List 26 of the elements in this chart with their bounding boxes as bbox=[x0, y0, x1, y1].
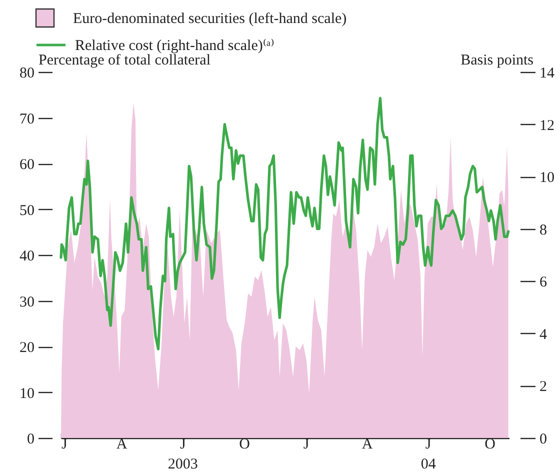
x-tick-label: A bbox=[116, 436, 128, 452]
y-tick-label: 50 bbox=[20, 202, 34, 219]
y-tick-label: 10 bbox=[20, 386, 34, 402]
y2-axis-title: Basis points bbox=[460, 52, 534, 68]
line-series bbox=[60, 96, 510, 350]
y2-tick-label: 6 bbox=[540, 274, 548, 291]
y2-tick-label: 12 bbox=[540, 118, 554, 134]
y-tick-label: 70 bbox=[20, 111, 34, 128]
y2-tick-label: 4 bbox=[540, 326, 548, 343]
y-tick-label: 20 bbox=[20, 340, 34, 356]
y-tick-label: 30 bbox=[20, 294, 34, 310]
y2-tick-label: 2 bbox=[540, 379, 547, 396]
x-tick-label: A bbox=[362, 436, 373, 452]
y2-tick-label: 10 bbox=[540, 170, 554, 186]
y2-tick-label: 14 bbox=[540, 66, 555, 82]
y2-tick-label: 0 bbox=[540, 432, 547, 448]
y2-tick-label: 8 bbox=[540, 222, 547, 238]
y-tick-label: 0 bbox=[27, 432, 34, 448]
y-tick-label: 80 bbox=[20, 66, 34, 82]
legend-label: Euro-denominated securities (left-hand scale) bbox=[73, 11, 347, 27]
legend-label: Relative cost (right-hand scale)⁽ᵃ⁾ bbox=[75, 38, 274, 54]
y-tick-label: 40 bbox=[20, 248, 34, 264]
y-axis-title: Percentage of total collateral bbox=[38, 52, 210, 68]
y-tick-label: 60 bbox=[20, 157, 34, 173]
x-tick-label: O bbox=[239, 436, 250, 452]
x-tick-label: O bbox=[484, 436, 496, 452]
